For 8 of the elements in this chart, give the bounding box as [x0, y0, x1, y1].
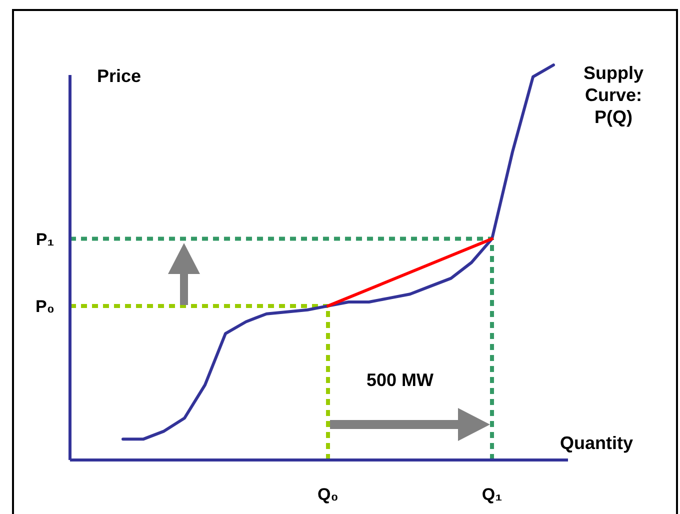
ref-line-label: P₁ [36, 230, 54, 249]
x-tick-label: Q₀ [318, 485, 338, 504]
x-tick-label: Q₁ [482, 485, 502, 504]
y-axis-title: Price [97, 66, 142, 86]
x-axis-title: Quantity [560, 433, 634, 453]
ref-line-label: P₀ [35, 296, 55, 316]
annotation: 500 MW [366, 370, 434, 390]
series-label: Supply Curve: P(Q) [583, 63, 644, 127]
